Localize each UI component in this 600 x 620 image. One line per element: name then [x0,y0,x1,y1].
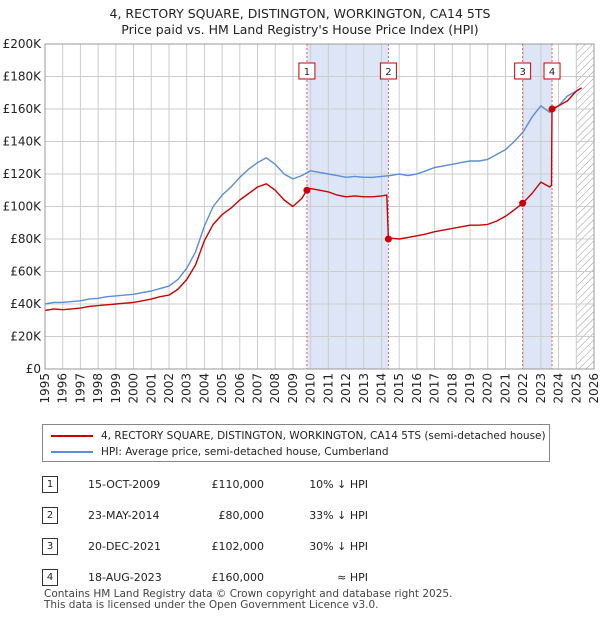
sale-marker-label: 3 [519,67,525,78]
x-tick-label: 2004 [197,373,211,404]
x-tick-label: 2012 [339,373,353,404]
sale-hpi-comparison: 30% ↓ HPI [309,540,368,553]
x-tick-label: 2001 [144,373,158,404]
sale-number-badge: 2 [42,507,58,524]
sale-price: £110,000 [211,478,265,491]
x-tick-label: 2015 [392,373,406,404]
sale-marker-box [514,62,532,80]
x-tick-label: 2016 [410,373,424,404]
sale-price: £80,000 [218,509,265,522]
footer-attribution: Contains HM Land Registry data © Crown c… [44,589,452,611]
x-tick-label: 2005 [215,373,229,404]
sale-date: 23-MAY-2014 [88,509,160,522]
sale-marker-box [379,62,397,80]
y-tick-label: £20K [10,330,42,344]
plot-area-border [44,43,595,370]
sale-point [303,186,311,194]
x-tick-label: 2000 [127,373,141,404]
x-tick-label: 2008 [268,373,282,404]
sale-marker-box [543,62,561,80]
x-tick-label: 2024 [552,373,566,404]
property-series-line [44,87,582,312]
x-tick-label: 2007 [251,373,265,404]
sale-marker-label: 4 [549,67,555,78]
x-tick-label: 1999 [109,373,123,404]
sale-point [519,199,527,207]
y-tick-label: £140K [3,135,43,149]
sales-table: 1 15-OCT-2009 £110,000 10% ↓ HPI 2 23-MA… [42,474,562,598]
table-row: 4 18-AUG-2023 £160,000 ≈ HPI [42,567,562,598]
footer-line-1: Contains HM Land Registry data © Crown c… [44,588,453,600]
sale-marker-label: 1 [304,67,310,78]
x-tick-label: 2018 [445,373,459,404]
sale-price: £102,000 [211,540,265,553]
x-tick-label: 1996 [56,373,70,404]
y-tick-label: £100K [3,200,43,214]
x-tick-label: 1997 [73,373,87,404]
x-tick-label: 2003 [180,373,194,404]
x-tick-label: 2010 [304,373,318,404]
chart-title-line2: Price paid vs. HM Land Registry's House … [121,22,479,37]
x-tick-label: 2017 [428,373,442,404]
y-tick-label: £0 [26,362,41,376]
table-row: 1 15-OCT-2009 £110,000 10% ↓ HPI [42,474,562,505]
y-tick-label: £40K [10,297,42,311]
sale-marker-label: 2 [385,67,391,78]
sale-number-badge: 4 [42,569,58,586]
x-tick-label: 2023 [534,373,548,404]
x-tick-label: 2025 [569,373,583,404]
sale-point [384,235,392,243]
y-tick-label: £120K [3,167,43,181]
y-tick-label: £180K [3,70,43,84]
x-tick-label: 2019 [463,373,477,404]
y-tick-label: £80K [10,232,42,246]
sale-hpi-comparison: ≈ HPI [337,571,368,584]
legend-swatch-property [51,435,93,437]
legend-item-property: 4, RECTORY SQUARE, DISTINGTON, WORKINGTO… [51,429,546,443]
x-tick-label: 2006 [233,373,247,404]
x-tick-label: 2009 [286,373,300,404]
legend-label-hpi: HPI: Average price, semi-detached house,… [101,446,389,458]
x-tick-label: 2014 [374,373,388,404]
chart-title-line1: 4, RECTORY SQUARE, DISTINGTON, WORKINGTO… [109,6,491,21]
x-tick-label: 2020 [481,373,495,404]
x-tick-label: 2022 [516,373,530,404]
x-tick-label: 1995 [38,373,52,404]
legend-item-hpi: HPI: Average price, semi-detached house,… [51,445,389,459]
y-tick-label: £60K [10,265,42,279]
sale-number-badge: 1 [42,476,58,493]
price-chart: 1 2 3 4 £0 £20K £40K £60K £80K £100K £120K £140K £1… [3,37,600,404]
sale-hpi-comparison: 10% ↓ HPI [309,478,368,491]
x-tick-label: 2021 [498,373,512,404]
sale-point [548,105,556,113]
table-row: 2 23-MAY-2014 £80,000 33% ↓ HPI [42,505,562,536]
footer-line-2: This data is licensed under the Open Gov… [44,599,379,611]
x-tick-label: 2013 [357,373,371,404]
legend-label-property: 4, RECTORY SQUARE, DISTINGTON, WORKINGTO… [101,430,546,442]
sale-date: 20-DEC-2021 [88,540,162,553]
y-tick-label: £200K [3,37,43,51]
sale-date: 18-AUG-2023 [88,571,162,584]
x-tick-label: 2026 [587,373,600,404]
sale-marker-box [298,62,316,80]
table-row: 3 20-DEC-2021 £102,000 30% ↓ HPI [42,536,562,567]
sale-price: £160,000 [211,571,265,584]
x-tick-label: 1998 [91,373,105,404]
legend: 4, RECTORY SQUARE, DISTINGTON, WORKINGTO… [42,424,550,462]
x-tick-label: 2002 [162,373,176,404]
y-tick-label: £160K [3,102,43,116]
sale-number-badge: 3 [42,538,58,555]
legend-swatch-hpi [51,451,93,453]
sale-date: 15-OCT-2009 [88,478,161,491]
x-tick-label: 2011 [321,373,335,404]
hpi-series-line [44,87,582,305]
sale-hpi-comparison: 33% ↓ HPI [309,509,368,522]
